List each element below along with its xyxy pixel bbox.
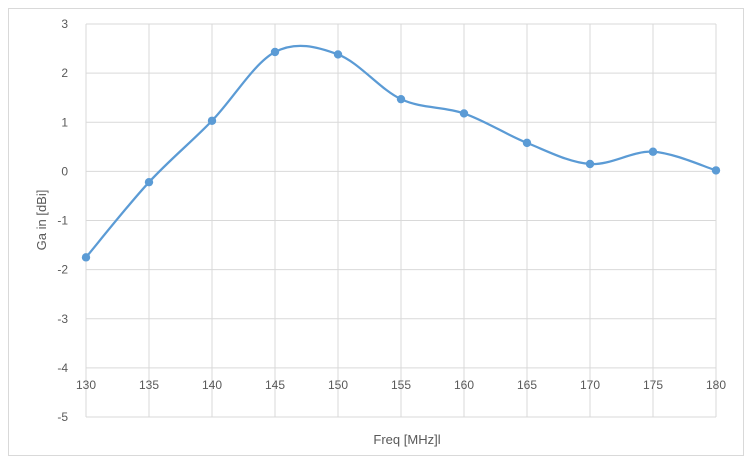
x-axis-title: Freq [MHz]l (373, 432, 440, 447)
grid (85, 23, 717, 418)
x-tick-label: 175 (643, 378, 663, 392)
data-point (396, 94, 406, 104)
data-point (459, 109, 469, 118)
data-point (333, 50, 343, 59)
y-tick-label: -3 (57, 312, 68, 326)
x-tick-label: 155 (391, 378, 411, 392)
data-point (585, 159, 595, 169)
x-tick-label: 170 (580, 378, 600, 392)
x-tick-label: 150 (328, 378, 348, 392)
data-point (711, 166, 721, 175)
y-tick-labels: 3 2 1 0 -1 -2 -3 -4 -5 (57, 17, 68, 424)
data-point (207, 116, 217, 125)
y-tick-label: 3 (61, 17, 68, 31)
y-tick-label: 0 (61, 164, 68, 178)
y-tick-label: -4 (57, 361, 68, 375)
x-tick-label: 140 (202, 378, 222, 392)
data-point (270, 47, 280, 57)
y-axis-title: Ga in [dBi] (34, 190, 49, 251)
y-tick-label: 2 (61, 66, 68, 80)
x-tick-label: 165 (517, 378, 537, 392)
x-tick-label: 180 (706, 378, 726, 392)
series (81, 44, 721, 262)
data-point (522, 138, 532, 148)
x-tick-label: 145 (265, 378, 285, 392)
x-tick-label: 130 (76, 378, 96, 392)
x-tick-label: 135 (139, 378, 159, 392)
data-point (648, 147, 658, 156)
y-tick-label: -1 (57, 214, 68, 228)
x-tick-label: 160 (454, 378, 474, 392)
data-point (81, 253, 91, 262)
data-point (144, 177, 154, 187)
y-tick-label: -2 (57, 263, 68, 277)
x-tick-labels: 130 135 140 145 150 155 160 165 170 175 180 (76, 378, 726, 392)
y-tick-label: 1 (61, 115, 68, 129)
y-tick-label: -5 (57, 410, 68, 424)
